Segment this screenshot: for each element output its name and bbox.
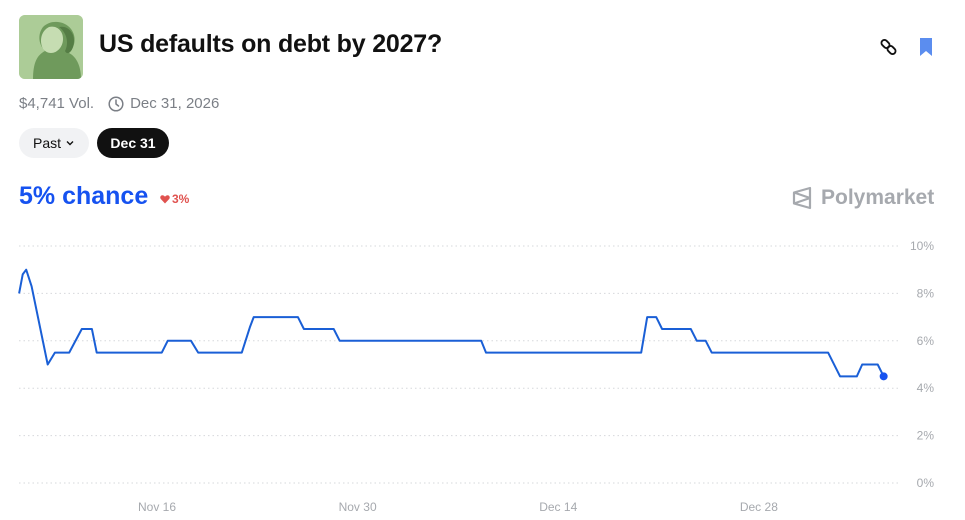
y-tick-label: 4%: [917, 381, 935, 395]
end-date: Dec 31, 2026: [130, 95, 220, 112]
heart-down-icon: [160, 194, 170, 203]
y-tick-label: 8%: [917, 286, 935, 300]
market-meta: $4,741 Vol. Dec 31, 2026: [19, 95, 219, 112]
past-dropdown[interactable]: Past: [19, 128, 89, 158]
link-icon: [880, 39, 897, 55]
y-tick-label: 0%: [917, 476, 935, 490]
bookmark-button[interactable]: [915, 36, 937, 58]
x-tick-label: Dec 28: [740, 500, 778, 514]
copy-link-button[interactable]: [878, 36, 900, 58]
latest-point-marker: [879, 372, 888, 381]
chevron-down-icon: [66, 141, 74, 146]
x-tick-label: Nov 30: [339, 500, 377, 514]
bookmark-icon: [920, 38, 932, 56]
clock-icon: [108, 95, 124, 112]
date-tab-selected[interactable]: Dec 31: [97, 128, 169, 158]
y-tick-label: 10%: [910, 239, 934, 253]
series-line: [18, 268, 885, 378]
brand-name: Polymarket: [821, 186, 935, 209]
chance-value: 5% chance: [19, 182, 149, 210]
change-value: 3%: [172, 192, 190, 206]
portrait-banknote-image: [19, 15, 83, 79]
change-badge: 3%: [160, 192, 189, 206]
x-tick-label: Dec 14: [539, 500, 577, 514]
y-tick-label: 6%: [917, 334, 935, 348]
y-tick-label: 2%: [917, 429, 935, 443]
x-tick-label: Nov 16: [138, 500, 176, 514]
market-title: US defaults on debt by 2027?: [99, 30, 443, 58]
polymarket-logo: Polymarket: [791, 186, 934, 210]
past-label: Past: [32, 135, 61, 151]
polymarket-logo-icon: [792, 186, 812, 210]
volume: $4,741 Vol.: [19, 95, 95, 112]
market-thumbnail: [19, 15, 83, 79]
